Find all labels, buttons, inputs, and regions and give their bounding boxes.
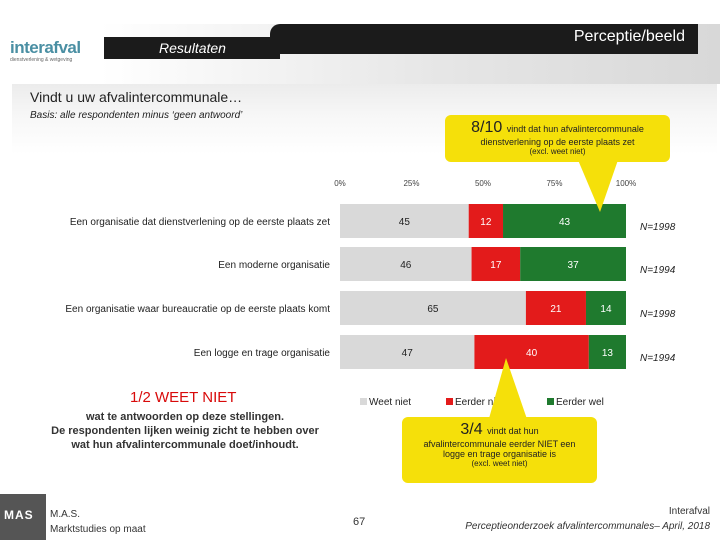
logo-tagline: dienstverlening & wetgeving [10,57,73,63]
legend-label: Eerder niet [455,397,504,408]
bar-segment [340,335,475,369]
data-label: 65 [427,304,439,315]
data-label: 21 [550,304,562,315]
weet-niet-title: 1/2 WEET NIET [130,389,237,406]
bar-segment [340,291,526,325]
basis-text: Basis: alle respondenten minus ‘geen ant… [30,110,243,121]
bar-segment [468,204,504,238]
data-label: 47 [402,348,414,359]
category-label: Een moderne organisatie [218,260,330,271]
logo-wordmark: interafval [10,38,81,57]
legend-label: Weet niet [369,397,411,408]
slide-title: Perceptie/beeld [573,28,685,45]
category-label: Een logge en trage organisatie [194,348,331,359]
callout-top: 8/10 vindt dat hun afvalintercommunale d… [445,115,670,162]
footer-logo-text: MAS [4,508,34,522]
question-text: Vindt u uw afvalintercommunale… [30,89,243,105]
callout-bottom-line3: logge en trage organisatie is [442,449,557,459]
bar-segment [340,247,472,281]
bar-segment [340,204,469,238]
data-label: 12 [480,217,492,228]
sample-size-label: N=1998 [640,222,676,233]
legend-label: Eerder wel [556,397,604,408]
callout-top-line1: vindt dat hun afvalintercommunale [506,124,644,134]
callout-bottom-line2: afvalintercommunale eerder NIET een [423,439,576,449]
data-label: 17 [490,260,502,271]
callout-top-line2: dienstverlening op de eerste plaats zet [480,137,635,147]
data-label: 14 [600,304,612,315]
callout-top-fraction: 8/10 [471,119,503,136]
note-line2: De respondenten lijken weinig zicht te h… [51,425,319,437]
callout-bottom-line1: vindt dat hun [487,426,539,436]
note-text: wat te antwoorden op deze stellingen. De… [30,410,340,452]
sample-size-label: N=1998 [640,309,676,320]
footer-report: Interafval Perceptieonderzoek afvalinter… [410,504,710,534]
callout-pointer [578,160,618,212]
legend-swatch [446,398,453,405]
data-label: 13 [602,348,614,359]
bar-segment [588,335,626,369]
x-tick-label: 100% [616,179,636,188]
callout-pointer [488,358,528,422]
callout-bottom: 3/4 vindt dat hun afvalintercommunale ee… [402,417,597,483]
bar-segment [525,291,586,325]
footer-report-title: Perceptieonderzoek afvalintercommunales–… [465,521,710,532]
x-tick-label: 50% [475,179,491,188]
footer-company: M.A.S. Marktstudies op maat [50,507,146,537]
title-bar [270,24,698,54]
legend-swatch [547,398,554,405]
category-label: Een organisatie dat dienstverlening op d… [70,217,330,228]
sample-size-label: N=1994 [640,265,676,276]
note-line3: wat hun afvalintercommunale doet/inhoudt… [71,439,299,451]
bar-segment [503,204,626,238]
callout-top-line3: (excl. weet niet) [529,147,586,156]
x-tick-label: 0% [334,179,346,188]
legend-swatch [360,398,367,405]
category-label: Een organisatie waar bureaucratie op de … [65,304,330,315]
data-label: 43 [559,217,571,228]
data-label: 40 [526,348,538,359]
callout-bottom-line4: (excl. weet niet) [471,459,528,468]
bar-segment [471,247,521,281]
x-tick-label: 75% [546,179,562,188]
data-label: 46 [400,260,412,271]
bar-segment [520,247,626,281]
x-tick-label: 25% [403,179,419,188]
footer-company-name: M.A.S. [50,509,81,520]
stacked-bar-chart: 0% 25% 50% 75% 100% Een organisatie dat dien… [65,179,676,408]
footer-logo [0,494,46,540]
bar-segment [474,335,589,369]
data-label: 37 [568,260,580,271]
footer-company-tagline: Marktstudies op maat [50,524,146,535]
callout-bottom-fraction: 3/4 [460,421,483,438]
data-label: 45 [399,217,411,228]
footer-client: Interafval [668,506,710,517]
sample-size-label: N=1994 [640,353,676,364]
section-label: Resultaten [159,40,226,56]
note-line1: wat te antwoorden op deze stellingen. [85,411,285,423]
logo: interafval dienstverlening & wetgeving [10,38,92,63]
section-bar [104,37,280,59]
page-number: 67 [353,516,366,528]
bar-segment [585,291,626,325]
